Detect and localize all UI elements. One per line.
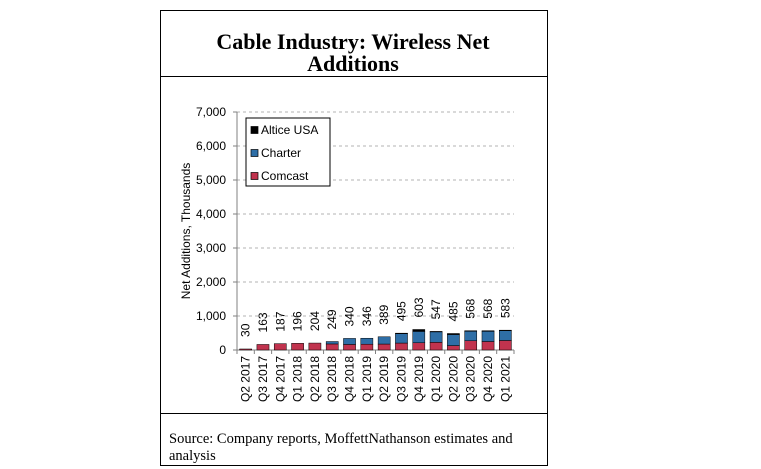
total-label: 346 <box>360 306 374 326</box>
gridlines <box>237 111 514 317</box>
x-tick-label: Q3 2019 <box>394 356 408 402</box>
bar-altice-usa <box>481 330 495 332</box>
chart-title: Cable Industry: Wireless Net Additions <box>216 29 490 76</box>
x-tick-label: Q3 2020 <box>464 356 478 402</box>
total-label: 204 <box>308 311 322 331</box>
total-label: 547 <box>429 299 443 319</box>
x-tick-label: Q4 2018 <box>343 356 357 402</box>
legend-label-altice-usa: Altice USA <box>261 123 318 137</box>
legend-label-comcast: Comcast <box>261 169 309 183</box>
y-tick-label: 5,000 <box>196 173 226 187</box>
bar-charter <box>360 337 374 345</box>
legend: Altice USA Charter Comcast <box>245 117 331 187</box>
bar-charter <box>447 334 460 346</box>
bar-comcast <box>308 342 322 351</box>
bars <box>239 329 512 351</box>
bar-comcast <box>395 342 408 351</box>
bar-charter <box>499 330 512 341</box>
x-tick-label: Q1 2019 <box>360 356 374 402</box>
y-tick-label: 1,000 <box>196 309 226 323</box>
bar-comcast <box>325 343 339 351</box>
x-tick-label: Q4 2017 <box>273 356 287 402</box>
source-note: Source: Company reports, MoffettNathanso… <box>169 431 513 464</box>
bar-charter <box>395 333 408 344</box>
bar-comcast <box>360 343 374 351</box>
bar-comcast <box>481 341 495 351</box>
total-label: 196 <box>291 311 305 331</box>
bar-comcast <box>273 343 287 351</box>
bar-comcast <box>343 344 356 351</box>
legend-swatch-charter <box>250 149 259 157</box>
bar-charter <box>325 341 339 345</box>
x-tick-label: Q2 2019 <box>377 356 391 402</box>
title-divider <box>160 76 548 77</box>
bar-altice-usa <box>395 332 408 334</box>
x-tick-label: Q3 2018 <box>325 356 339 402</box>
legend-swatch-altice-usa <box>250 126 259 134</box>
x-tick-label: Q1 2018 <box>291 356 305 402</box>
bar-charter <box>377 336 391 345</box>
y-tick-label: 2,000 <box>196 275 226 289</box>
legend-swatch-comcast <box>250 172 259 180</box>
bar-charter <box>429 331 443 343</box>
legend-label-charter: Charter <box>261 146 301 160</box>
y-tick-label: 7,000 <box>196 105 226 119</box>
bar-comcast <box>447 345 460 351</box>
bar-charter <box>343 338 356 345</box>
total-label: 485 <box>446 301 460 321</box>
bar-charter <box>481 331 495 342</box>
bar-comcast <box>429 342 443 351</box>
bar-altice-usa <box>499 329 512 331</box>
data-labels: 30 163 187 196 204 249 340 346 389 495 603 547 485 56… <box>239 297 513 337</box>
x-tick-label: Q2 2017 <box>239 356 253 402</box>
bar-altice-usa <box>412 329 426 332</box>
bar-altice-usa <box>447 333 460 335</box>
x-tick-label: Q2 2018 <box>308 356 322 402</box>
legend-box <box>245 117 331 187</box>
bar-comcast <box>412 342 426 351</box>
bar-comcast <box>256 344 270 351</box>
x-tick-label: Q3 2017 <box>256 356 270 402</box>
total-label: 249 <box>325 309 339 329</box>
total-label: 30 <box>239 323 253 337</box>
bar-comcast <box>239 348 252 351</box>
x-tick-label: Q2 2020 <box>446 356 460 402</box>
y-tick-label: 3,000 <box>196 241 226 255</box>
total-label: 163 <box>256 312 270 332</box>
total-label: 495 <box>394 301 408 321</box>
bar-comcast <box>291 343 304 351</box>
exhibit-frame <box>160 10 548 466</box>
x-tick-label: Q1 2021 <box>498 356 512 402</box>
bar-charter <box>464 331 478 342</box>
bar-comcast <box>464 340 478 351</box>
bar-altice-usa <box>464 330 478 332</box>
y-tick-label: 4,000 <box>196 207 226 221</box>
total-label: 568 <box>481 298 495 318</box>
axis-labels: 0 1,000 2,000 3,000 4,000 5,000 6,000 7,000 Q2 2… <box>179 105 512 402</box>
x-tick-label: Q1 2020 <box>429 356 443 402</box>
total-label: 568 <box>464 298 478 318</box>
bar-charter <box>412 331 426 344</box>
y-tick-label: 6,000 <box>196 139 226 153</box>
bar-altice-usa <box>429 331 443 333</box>
total-label: 187 <box>273 311 287 331</box>
total-label: 340 <box>343 306 357 326</box>
total-label: 389 <box>377 304 391 324</box>
y-axis-title: Net Additions, Thousands <box>179 163 193 300</box>
total-label: 583 <box>498 298 512 318</box>
total-label: 603 <box>412 297 426 317</box>
bar-comcast <box>377 343 391 351</box>
x-tick-label: Q4 2019 <box>412 356 426 402</box>
source-divider <box>160 413 548 414</box>
y-tick-label: 0 <box>219 343 226 357</box>
x-tick-label: Q4 2020 <box>481 356 495 402</box>
bar-comcast <box>499 340 512 351</box>
